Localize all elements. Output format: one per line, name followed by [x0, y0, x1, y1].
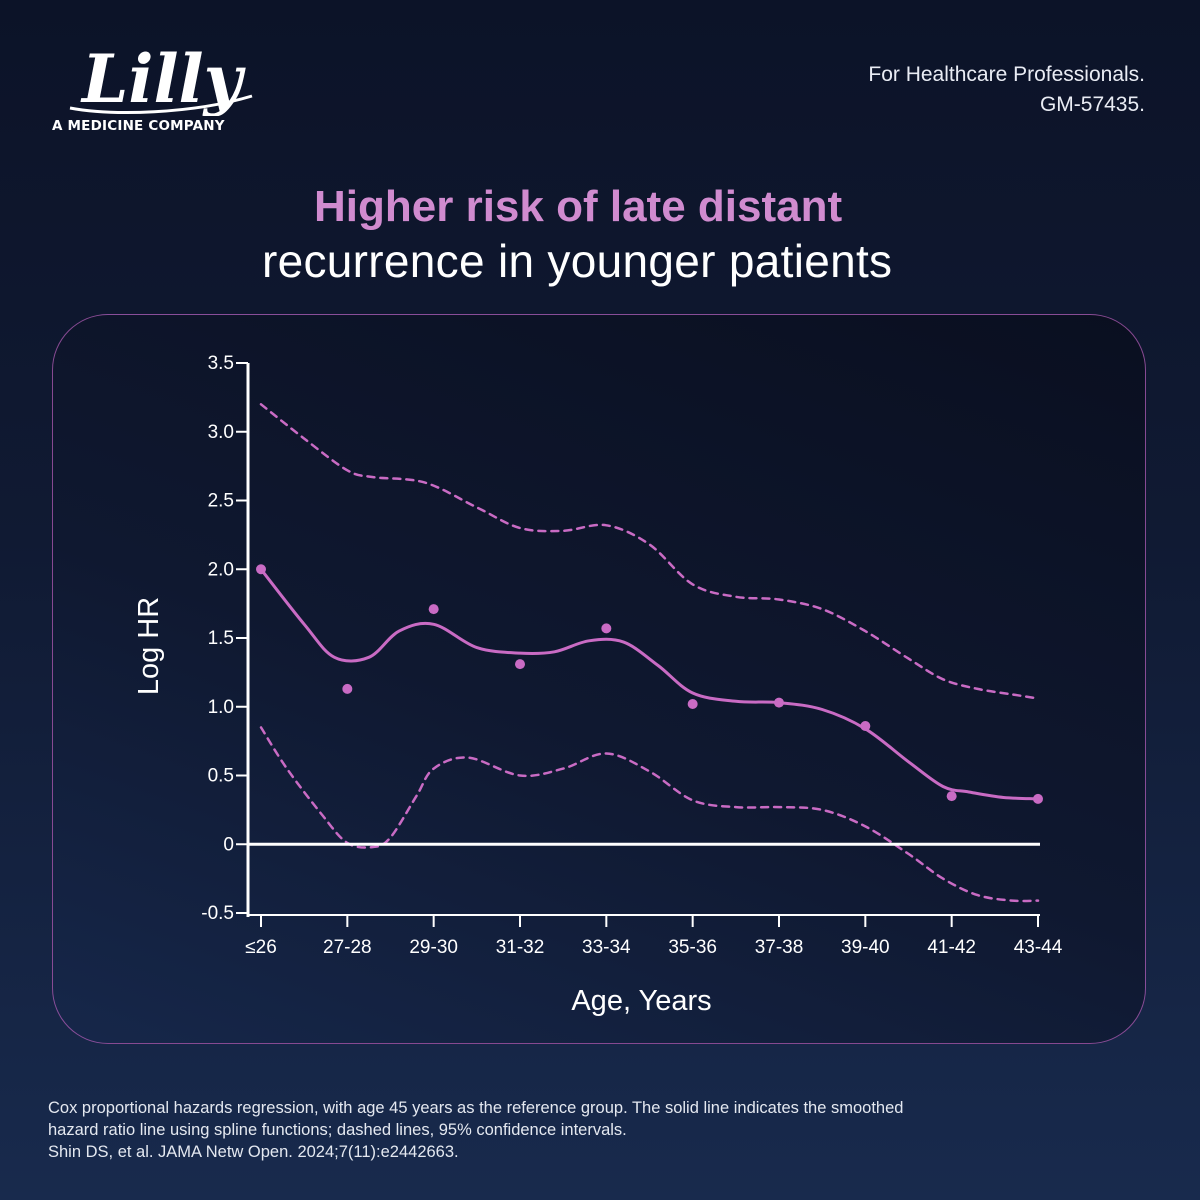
x-tick-label: 41-42	[927, 937, 976, 958]
y-tick-label: 3.5	[208, 353, 234, 374]
x-tick-label: 31-32	[496, 937, 545, 958]
chart-card	[52, 314, 1146, 1044]
footnote-citation: Shin DS, et al. JAMA Netw Open. 2024;7(1…	[48, 1143, 459, 1161]
x-tick-label: 35-36	[668, 937, 717, 958]
y-tick-label: 1.5	[208, 628, 234, 649]
data-point	[256, 564, 266, 575]
y-tick-label: 0	[223, 834, 234, 855]
data-point	[774, 697, 784, 708]
x-tick-label: 37-38	[755, 937, 804, 958]
logo-tagline: A MEDICINE COMPANY	[52, 118, 225, 134]
x-tick-label: 29-30	[409, 937, 458, 958]
data-point	[342, 683, 353, 694]
ci-lower-line	[259, 726, 1040, 903]
y-tick-label: 0.5	[208, 766, 234, 787]
title-highlight: Higher risk of late distant	[314, 182, 843, 231]
x-tick-label: 33-34	[582, 937, 631, 958]
material-code: GM-57435.	[1039, 93, 1145, 116]
x-axis-label: Age, Years	[571, 985, 711, 1017]
data-point	[515, 659, 525, 670]
hazard-ratio-line	[259, 567, 1040, 801]
data-point	[428, 604, 439, 615]
data-point	[1033, 793, 1043, 804]
y-tick-label: 2.5	[208, 491, 234, 512]
ci-upper-line	[259, 403, 1040, 700]
footnote-line-1: Cox proportional hazards regression, wit…	[48, 1099, 904, 1117]
y-tick-label: -0.5	[201, 903, 234, 924]
y-tick-label: 3.0	[208, 422, 234, 443]
footnote-line-2: hazard ratio line using spline functions…	[48, 1121, 627, 1139]
data-point	[601, 623, 612, 634]
audience-text: For Healthcare Professionals.	[868, 63, 1145, 86]
series-layer	[259, 403, 1040, 903]
y-tick-label: 2.0	[208, 559, 234, 580]
x-axis-ticks: ≤26 27-28 29-30 31-32 33-34 35-36 37-38 39-40 41…	[245, 915, 1063, 958]
hcp-notice: For Healthcare Professionals. GM-57435.	[868, 60, 1145, 120]
x-tick-label: ≤26	[245, 937, 277, 958]
data-point	[860, 721, 871, 731]
y-axis-ticks: -0.5 0 0.5 1.0 1.5 2.0 2.5 3.0 3.5	[201, 353, 248, 924]
y-tick-label: 1.0	[208, 697, 234, 718]
data-points	[256, 564, 1043, 804]
logo-swash	[69, 94, 253, 114]
y-axis-label: Log HR	[133, 597, 165, 695]
lilly-logo-mark: Lilly	[69, 40, 253, 116]
x-tick-label: 39-40	[841, 937, 890, 958]
data-point	[946, 791, 957, 802]
x-tick-label: 43-44	[1014, 937, 1063, 958]
data-point	[687, 699, 698, 709]
lilly-logo: Lilly A MEDICINE COMPANY	[52, 38, 292, 134]
title-subline: recurrence in younger patients	[262, 235, 893, 287]
x-tick-label: 27-28	[323, 937, 372, 958]
footnote: Cox proportional hazards regression, wit…	[48, 1097, 1158, 1163]
